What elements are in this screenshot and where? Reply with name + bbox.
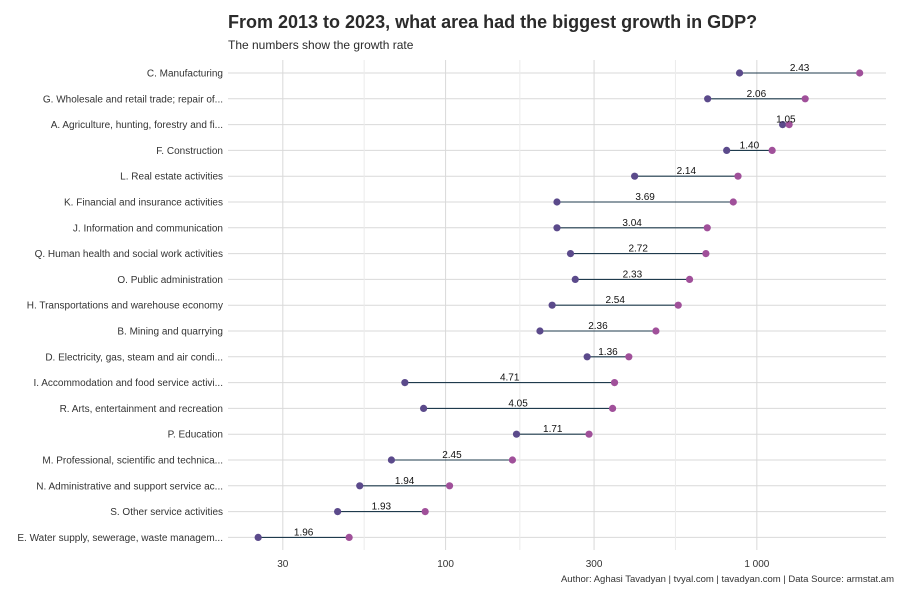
growth-rate-label: 4.05: [508, 398, 528, 409]
point-2023: [685, 275, 694, 283]
y-tick-label: L. Real estate activities: [120, 172, 223, 183]
point-2023: [801, 95, 809, 103]
point-layer: [254, 69, 864, 542]
growth-rate-label: 1.05: [776, 115, 796, 126]
point-2013: [566, 250, 575, 258]
y-axis-labels: C. Manufacturing G. Wholesale and retail …: [17, 69, 223, 544]
growth-rate-label: 4.71: [500, 373, 520, 384]
y-tick-label: E. Water supply, sewerage, waste managem…: [17, 533, 223, 544]
point-2013: [553, 198, 561, 206]
growth-rate-label: 2.72: [628, 244, 648, 255]
point-2013: [704, 95, 712, 103]
x-tick-label: 1 000: [744, 559, 769, 570]
y-tick-label: D. Electricity, gas, steam and air condi…: [45, 352, 223, 363]
growth-rate-label: 3.69: [635, 192, 655, 203]
growth-rate-label: 2.45: [442, 450, 462, 461]
y-tick-label: M. Professional, scientific and technica…: [42, 456, 223, 467]
y-tick-label: A. Agriculture, hunting, forestry and fi…: [51, 120, 223, 131]
point-2023: [421, 508, 429, 516]
point-2013: [548, 301, 556, 309]
point-2023: [856, 69, 864, 77]
segment-layer: [258, 72, 860, 538]
growth-rate-label: 1.40: [740, 140, 760, 151]
point-2023: [729, 198, 737, 206]
point-2023: [785, 121, 793, 129]
growth-rate-label: 1.94: [395, 476, 415, 487]
point-2023: [508, 456, 517, 464]
y-tick-label: R. Arts, entertainment and recreation: [60, 404, 223, 415]
y-tick-label: C. Manufacturing: [147, 69, 223, 80]
point-2023: [625, 353, 633, 361]
y-tick-label: K. Financial and insurance activities: [64, 198, 223, 209]
point-2023: [345, 533, 353, 542]
point-2023: [734, 172, 742, 180]
x-axis-labels: 30 100 300 1 000: [277, 559, 770, 570]
y-tick-label: P. Education: [168, 430, 223, 441]
point-2023: [674, 301, 682, 309]
x-tick-label: 30: [277, 559, 289, 570]
point-2013: [631, 172, 639, 180]
growth-rate-label: 3.04: [622, 218, 642, 229]
y-tick-label: H. Transportations and warehouse economy: [27, 301, 223, 312]
point-2013: [334, 508, 342, 516]
point-2013: [583, 353, 591, 361]
chart-title: From 2013 to 2023, what area had the big…: [228, 12, 757, 32]
point-2013: [401, 379, 409, 387]
point-2023: [608, 404, 617, 412]
y-tick-label: O. Public administration: [117, 275, 223, 286]
point-2013: [356, 482, 364, 490]
y-tick-label: J. Information and communication: [73, 223, 223, 234]
chart-subtitle: The numbers show the growth rate: [228, 38, 414, 52]
point-2013: [536, 327, 544, 335]
point-2013: [419, 404, 428, 412]
point-2013: [723, 146, 731, 154]
y-tick-label: B. Mining and quarrying: [117, 327, 223, 338]
point-2023: [702, 250, 710, 258]
y-tick-label: N. Administrative and support service ac…: [36, 481, 223, 492]
y-tick-label: S. Other service activities: [110, 507, 223, 518]
point-2023: [652, 327, 660, 335]
chart-caption: Author: Aghasi Tavadyan | tvyal.com | ta…: [561, 574, 894, 585]
growth-rate-label: 2.06: [747, 89, 767, 100]
growth-rate-label: 2.36: [588, 321, 608, 332]
point-2023: [585, 430, 593, 438]
y-tick-label: F. Construction: [156, 146, 223, 157]
point-2013: [512, 430, 521, 438]
label-layer: 2.43 2.06 1.05 1.40 2.14 3.69 3.04 2.72 2.33 2.54…: [294, 63, 810, 538]
x-tick-label: 300: [586, 559, 603, 570]
point-2013: [387, 456, 396, 464]
growth-rate-label: 2.14: [677, 166, 697, 177]
point-2023: [445, 482, 454, 490]
growth-rate-label: 2.43: [790, 63, 810, 74]
growth-rate-label: 1.71: [543, 424, 563, 435]
point-2013: [254, 533, 262, 542]
growth-rate-label: 1.36: [598, 347, 618, 358]
growth-rate-label: 2.54: [605, 295, 625, 306]
point-2013: [571, 275, 579, 283]
y-tick-label: Q. Human health and social work activiti…: [35, 249, 223, 260]
y-tick-label: I. Accommodation and food service activi…: [33, 378, 223, 389]
growth-rate-label: 2.33: [623, 269, 643, 280]
point-2013: [553, 224, 561, 232]
growth-rate-label: 1.96: [294, 527, 314, 538]
point-2013: [779, 121, 787, 129]
point-2023: [610, 379, 619, 387]
point-2013: [735, 69, 744, 77]
point-2023: [768, 146, 776, 154]
growth-rate-label: 1.93: [372, 502, 392, 513]
point-2023: [703, 224, 711, 232]
x-tick-label: 100: [437, 559, 454, 570]
y-tick-label: G. Wholesale and retail trade; repair of…: [43, 94, 223, 105]
